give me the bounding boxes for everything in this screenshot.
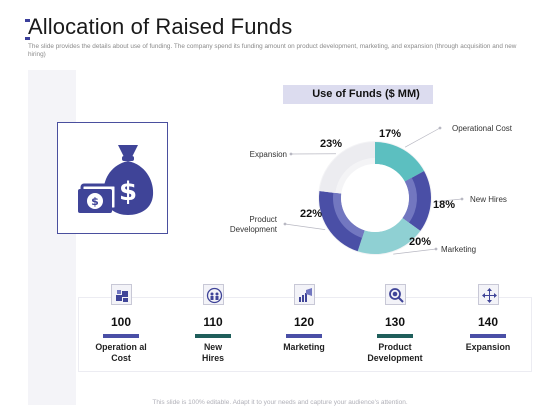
metric-value: 120 xyxy=(293,315,315,329)
leader-dot xyxy=(434,247,438,251)
money-bag-icon: $ $ xyxy=(78,145,154,215)
metric-bar xyxy=(103,334,139,338)
metric-value: 100 xyxy=(110,315,132,329)
boxes-icon xyxy=(115,290,128,302)
chart-title: Use of Funds ($ MM) xyxy=(312,88,420,100)
slice-category-label: Marketing xyxy=(441,245,476,254)
hero-icon-box: $ $ xyxy=(57,122,168,234)
slice-percent-label: 20% xyxy=(409,236,431,248)
metric-label: Operation al Cost xyxy=(95,342,147,363)
metric-bar xyxy=(470,334,506,338)
metric-value: 110 xyxy=(203,315,223,329)
donut-slice xyxy=(357,217,421,255)
metric-card: 110 New Hires xyxy=(173,284,253,364)
donut-slice-inner xyxy=(333,192,365,238)
leader-line xyxy=(393,248,437,255)
slice-category-label: New Hires xyxy=(470,195,507,204)
megaphone-chart-icon xyxy=(298,288,312,302)
donut-slice-inner xyxy=(402,177,417,223)
magnifier-icon xyxy=(388,288,404,303)
metric-label: Marketing xyxy=(283,342,325,352)
team-icon xyxy=(206,287,222,304)
leader-dot xyxy=(438,126,442,130)
metric-bar xyxy=(286,334,322,338)
leader-line xyxy=(404,127,441,148)
metric-card: 120 Marketing xyxy=(264,284,344,353)
slice-percent-label: 17% xyxy=(379,128,401,140)
page-subtitle: The slide provides the details about use… xyxy=(28,43,517,59)
slice-category-label: Operational Cost xyxy=(452,124,513,133)
metric-icon-box xyxy=(477,284,499,305)
leader-dot xyxy=(283,222,287,226)
top-accent xyxy=(25,9,39,40)
donut-chart: 17% Operational Cost 18% New Hires 20% Market… xyxy=(230,124,513,255)
chart-title-bar xyxy=(283,85,433,104)
leader-dot xyxy=(289,152,293,156)
metric-bar xyxy=(377,334,413,338)
metric-label: Expansion xyxy=(465,342,511,352)
metric-label: New Hires xyxy=(201,342,224,363)
leader-dot xyxy=(460,197,464,201)
page-title: Allocation of Raised Funds xyxy=(28,14,293,39)
metric-bar xyxy=(195,334,231,338)
metric-value: 140 xyxy=(477,315,499,329)
donut-slice xyxy=(375,142,425,182)
metric-icon-box xyxy=(202,284,224,305)
slice-percent-label: 23% xyxy=(320,138,342,150)
leader-line xyxy=(433,198,463,203)
donut-slice xyxy=(319,142,375,193)
slice-percent-label: 22% xyxy=(300,208,322,220)
metric-card: 140 Expansion xyxy=(448,284,528,353)
metric-icon-box xyxy=(293,284,315,305)
svg-text:$: $ xyxy=(91,195,99,208)
metric-value: 130 xyxy=(384,315,406,329)
metric-card: 100 Operation al Cost xyxy=(81,284,161,364)
donut-hole xyxy=(341,164,409,232)
metric-icon-box xyxy=(110,284,132,305)
svg-text:$: $ xyxy=(119,177,137,207)
leader-line xyxy=(284,223,326,230)
slice-category-label: Expansion xyxy=(250,150,287,159)
metric-card: 130 Product Development xyxy=(355,284,435,364)
slice-category-label: Product Development xyxy=(230,215,278,234)
metric-icon-box xyxy=(384,284,406,305)
arrows-expand-icon xyxy=(481,288,497,303)
metric-label: Product Development xyxy=(367,342,423,363)
slice-percent-label: 18% xyxy=(433,199,455,211)
footer-note: This slide is 100% editable. Adapt it to… xyxy=(152,399,408,406)
